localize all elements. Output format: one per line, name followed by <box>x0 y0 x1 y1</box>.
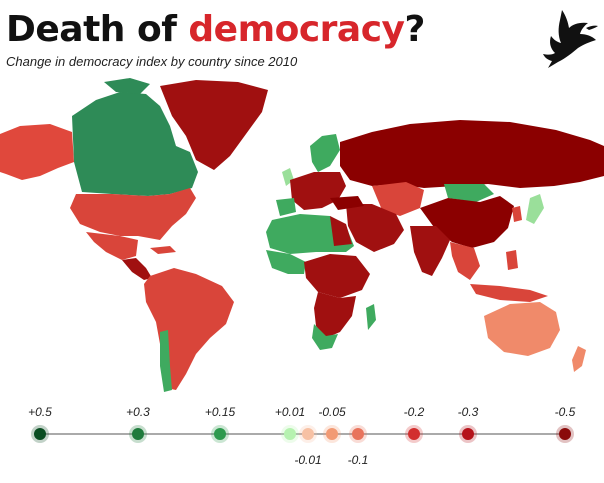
legend-dot <box>302 428 314 440</box>
legend-dot <box>559 428 571 440</box>
region-madagascar[interactable] <box>366 304 376 330</box>
title-accent: democracy <box>188 9 405 50</box>
region-india[interactable] <box>410 226 450 276</box>
region-caribbean[interactable] <box>150 246 176 254</box>
legend-dot <box>408 428 420 440</box>
region-chile[interactable] <box>160 330 172 392</box>
legend-dot <box>214 428 226 440</box>
region-scandinavia[interactable] <box>310 134 340 172</box>
title-punct: ? <box>404 9 426 50</box>
legend-dot <box>34 428 46 440</box>
region-new-zealand[interactable] <box>572 346 586 372</box>
title-main: Death of <box>6 9 189 50</box>
region-philippines[interactable] <box>506 250 518 270</box>
region-mongolia[interactable] <box>444 184 494 202</box>
region-usa[interactable] <box>70 188 196 240</box>
legend-label: -0.5 <box>554 405 576 419</box>
region-southeast-asia[interactable] <box>450 242 480 280</box>
region-central-asia[interactable] <box>372 182 424 216</box>
region-south-america[interactable] <box>144 268 234 390</box>
legend-label: +0.15 <box>204 405 236 419</box>
dove-icon <box>543 10 598 68</box>
region-turkey[interactable] <box>330 196 364 210</box>
region-japan[interactable] <box>526 194 544 224</box>
legend-dot <box>132 428 144 440</box>
region-alaska[interactable] <box>0 124 74 180</box>
dove-body <box>543 10 598 68</box>
region-africa-central[interactable] <box>304 254 370 298</box>
region-indonesia[interactable] <box>470 284 548 302</box>
region-middle-east[interactable] <box>346 204 404 252</box>
legend-dot <box>352 428 364 440</box>
region-south-africa[interactable] <box>312 324 338 350</box>
region-iberia[interactable] <box>276 198 296 216</box>
legend-label: -0.01 <box>294 453 322 467</box>
region-canada[interactable] <box>72 92 198 196</box>
region-egypt[interactable] <box>330 216 352 246</box>
region-canada-islands[interactable] <box>104 78 150 94</box>
legend-label: +0.01 <box>274 405 306 419</box>
page-title: Death of democracy? <box>6 8 425 52</box>
legend-label: -0.3 <box>457 405 479 419</box>
region-africa-west[interactable] <box>266 250 306 274</box>
region-russia[interactable] <box>340 120 604 188</box>
subtitle: Change in democracy index by country sin… <box>6 54 298 69</box>
legend-dots <box>31 425 574 443</box>
legend-dot <box>284 428 296 440</box>
legend <box>31 425 574 443</box>
legend-label: -0.05 <box>318 405 346 419</box>
legend-label: -0.1 <box>347 453 369 467</box>
region-africa-south[interactable] <box>314 292 356 338</box>
region-australia[interactable] <box>484 302 560 356</box>
legend-label: +0.3 <box>126 405 150 419</box>
legend-label: +0.5 <box>28 405 52 419</box>
region-korea[interactable] <box>512 206 522 222</box>
legend-label: -0.2 <box>403 405 425 419</box>
region-mexico[interactable] <box>86 232 138 260</box>
region-central-america[interactable] <box>122 258 152 280</box>
legend-dot <box>462 428 474 440</box>
legend-dot <box>326 428 338 440</box>
region-greenland[interactable] <box>160 80 268 170</box>
world-map <box>0 78 604 392</box>
